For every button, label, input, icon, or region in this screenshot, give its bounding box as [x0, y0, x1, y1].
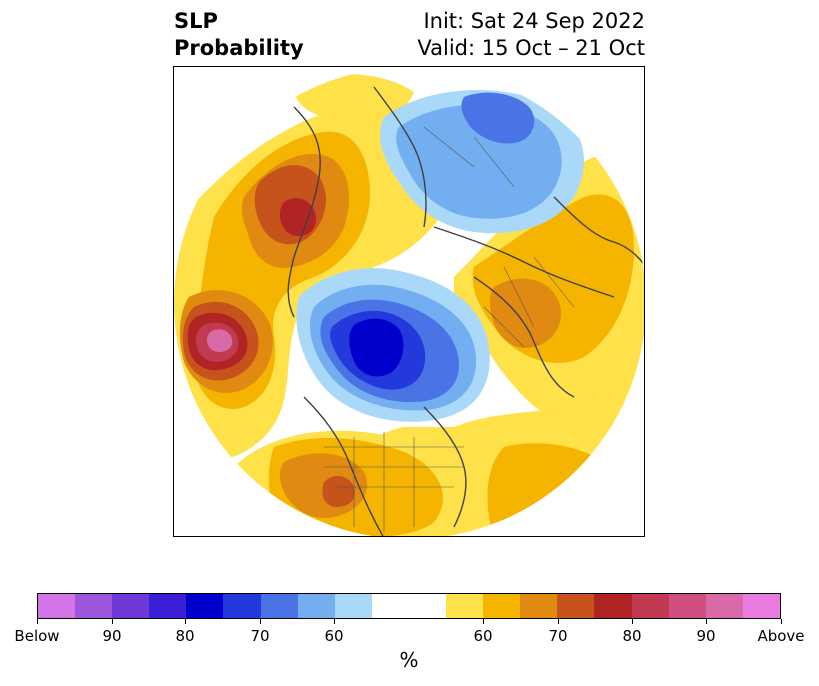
colorbar-tick-label: 60	[473, 627, 493, 645]
above-90-west	[207, 329, 233, 352]
colorbar-tick-label: 70	[250, 627, 270, 645]
map-panel	[173, 66, 645, 537]
map-disc	[174, 67, 644, 536]
title-left: SLP Probability	[174, 8, 304, 62]
colorbar-segment	[557, 594, 595, 618]
colorbar-segment	[260, 594, 298, 618]
colorbar-tick-label: 90	[696, 627, 716, 645]
colorbar-tick-label: Below	[14, 627, 60, 645]
colorbar-segment	[668, 594, 706, 618]
above-field-arctic-top	[294, 74, 414, 124]
title-variable: SLP	[174, 9, 218, 33]
init-date: Init: Sat 24 Sep 2022	[423, 9, 645, 33]
above-40-atlantic	[487, 443, 633, 536]
colorbar-tick-label: 70	[548, 627, 568, 645]
title-type: Probability	[174, 36, 304, 60]
colorbar-unit: %	[399, 648, 419, 672]
colorbar-tick-mark	[558, 619, 559, 624]
colorbar-segment	[483, 594, 521, 618]
colorbar-segment	[408, 594, 447, 618]
colorbar-segment	[75, 594, 113, 618]
colorbar-segment	[520, 594, 558, 618]
above-60-northamerica	[322, 475, 355, 507]
colorbar-segment	[223, 594, 261, 618]
below-50-siberia	[461, 92, 535, 144]
colorbar-tick-mark	[37, 619, 38, 624]
colorbar-tick-label: 90	[102, 627, 122, 645]
borders	[324, 126, 575, 532]
colorbar-segment	[705, 594, 743, 618]
colorbar-segment	[38, 594, 76, 618]
colorbar-segment	[297, 594, 335, 618]
colorbar-tick-mark	[112, 619, 113, 624]
title-right: Init: Sat 24 Sep 2022 Valid: 15 Oct – 21…	[417, 8, 645, 62]
colorbar-tick-label: 60	[324, 627, 344, 645]
above-70-pacific	[279, 197, 317, 237]
colorbar-tick-label: Above	[757, 627, 805, 645]
colorbar-tick-label: 80	[622, 627, 642, 645]
probability-map	[174, 67, 644, 536]
colorbar-segment	[186, 594, 224, 618]
colorbar-segment	[446, 594, 484, 618]
colorbar-tick-mark	[483, 619, 484, 624]
colorbar-tick-mark	[185, 619, 186, 624]
coastlines	[287, 86, 644, 536]
colorbar-tick-mark	[632, 619, 633, 624]
below-70-arctic	[349, 318, 404, 377]
colorbar-tick-mark	[260, 619, 261, 624]
colorbar-tick-mark	[781, 619, 782, 624]
colorbar	[37, 593, 781, 619]
colorbar-segment	[594, 594, 632, 618]
colorbar-tick-mark	[334, 619, 335, 624]
colorbar-segment	[112, 594, 150, 618]
colorbar-segment	[149, 594, 187, 618]
valid-range: Valid: 15 Oct – 21 Oct	[417, 36, 645, 60]
colorbar-segment	[742, 594, 780, 618]
colorbar-tick-mark	[706, 619, 707, 624]
colorbar-segment	[631, 594, 669, 618]
colorbar-segment	[371, 594, 409, 618]
colorbar-segment	[334, 594, 372, 618]
colorbar-tick-label: 80	[175, 627, 195, 645]
